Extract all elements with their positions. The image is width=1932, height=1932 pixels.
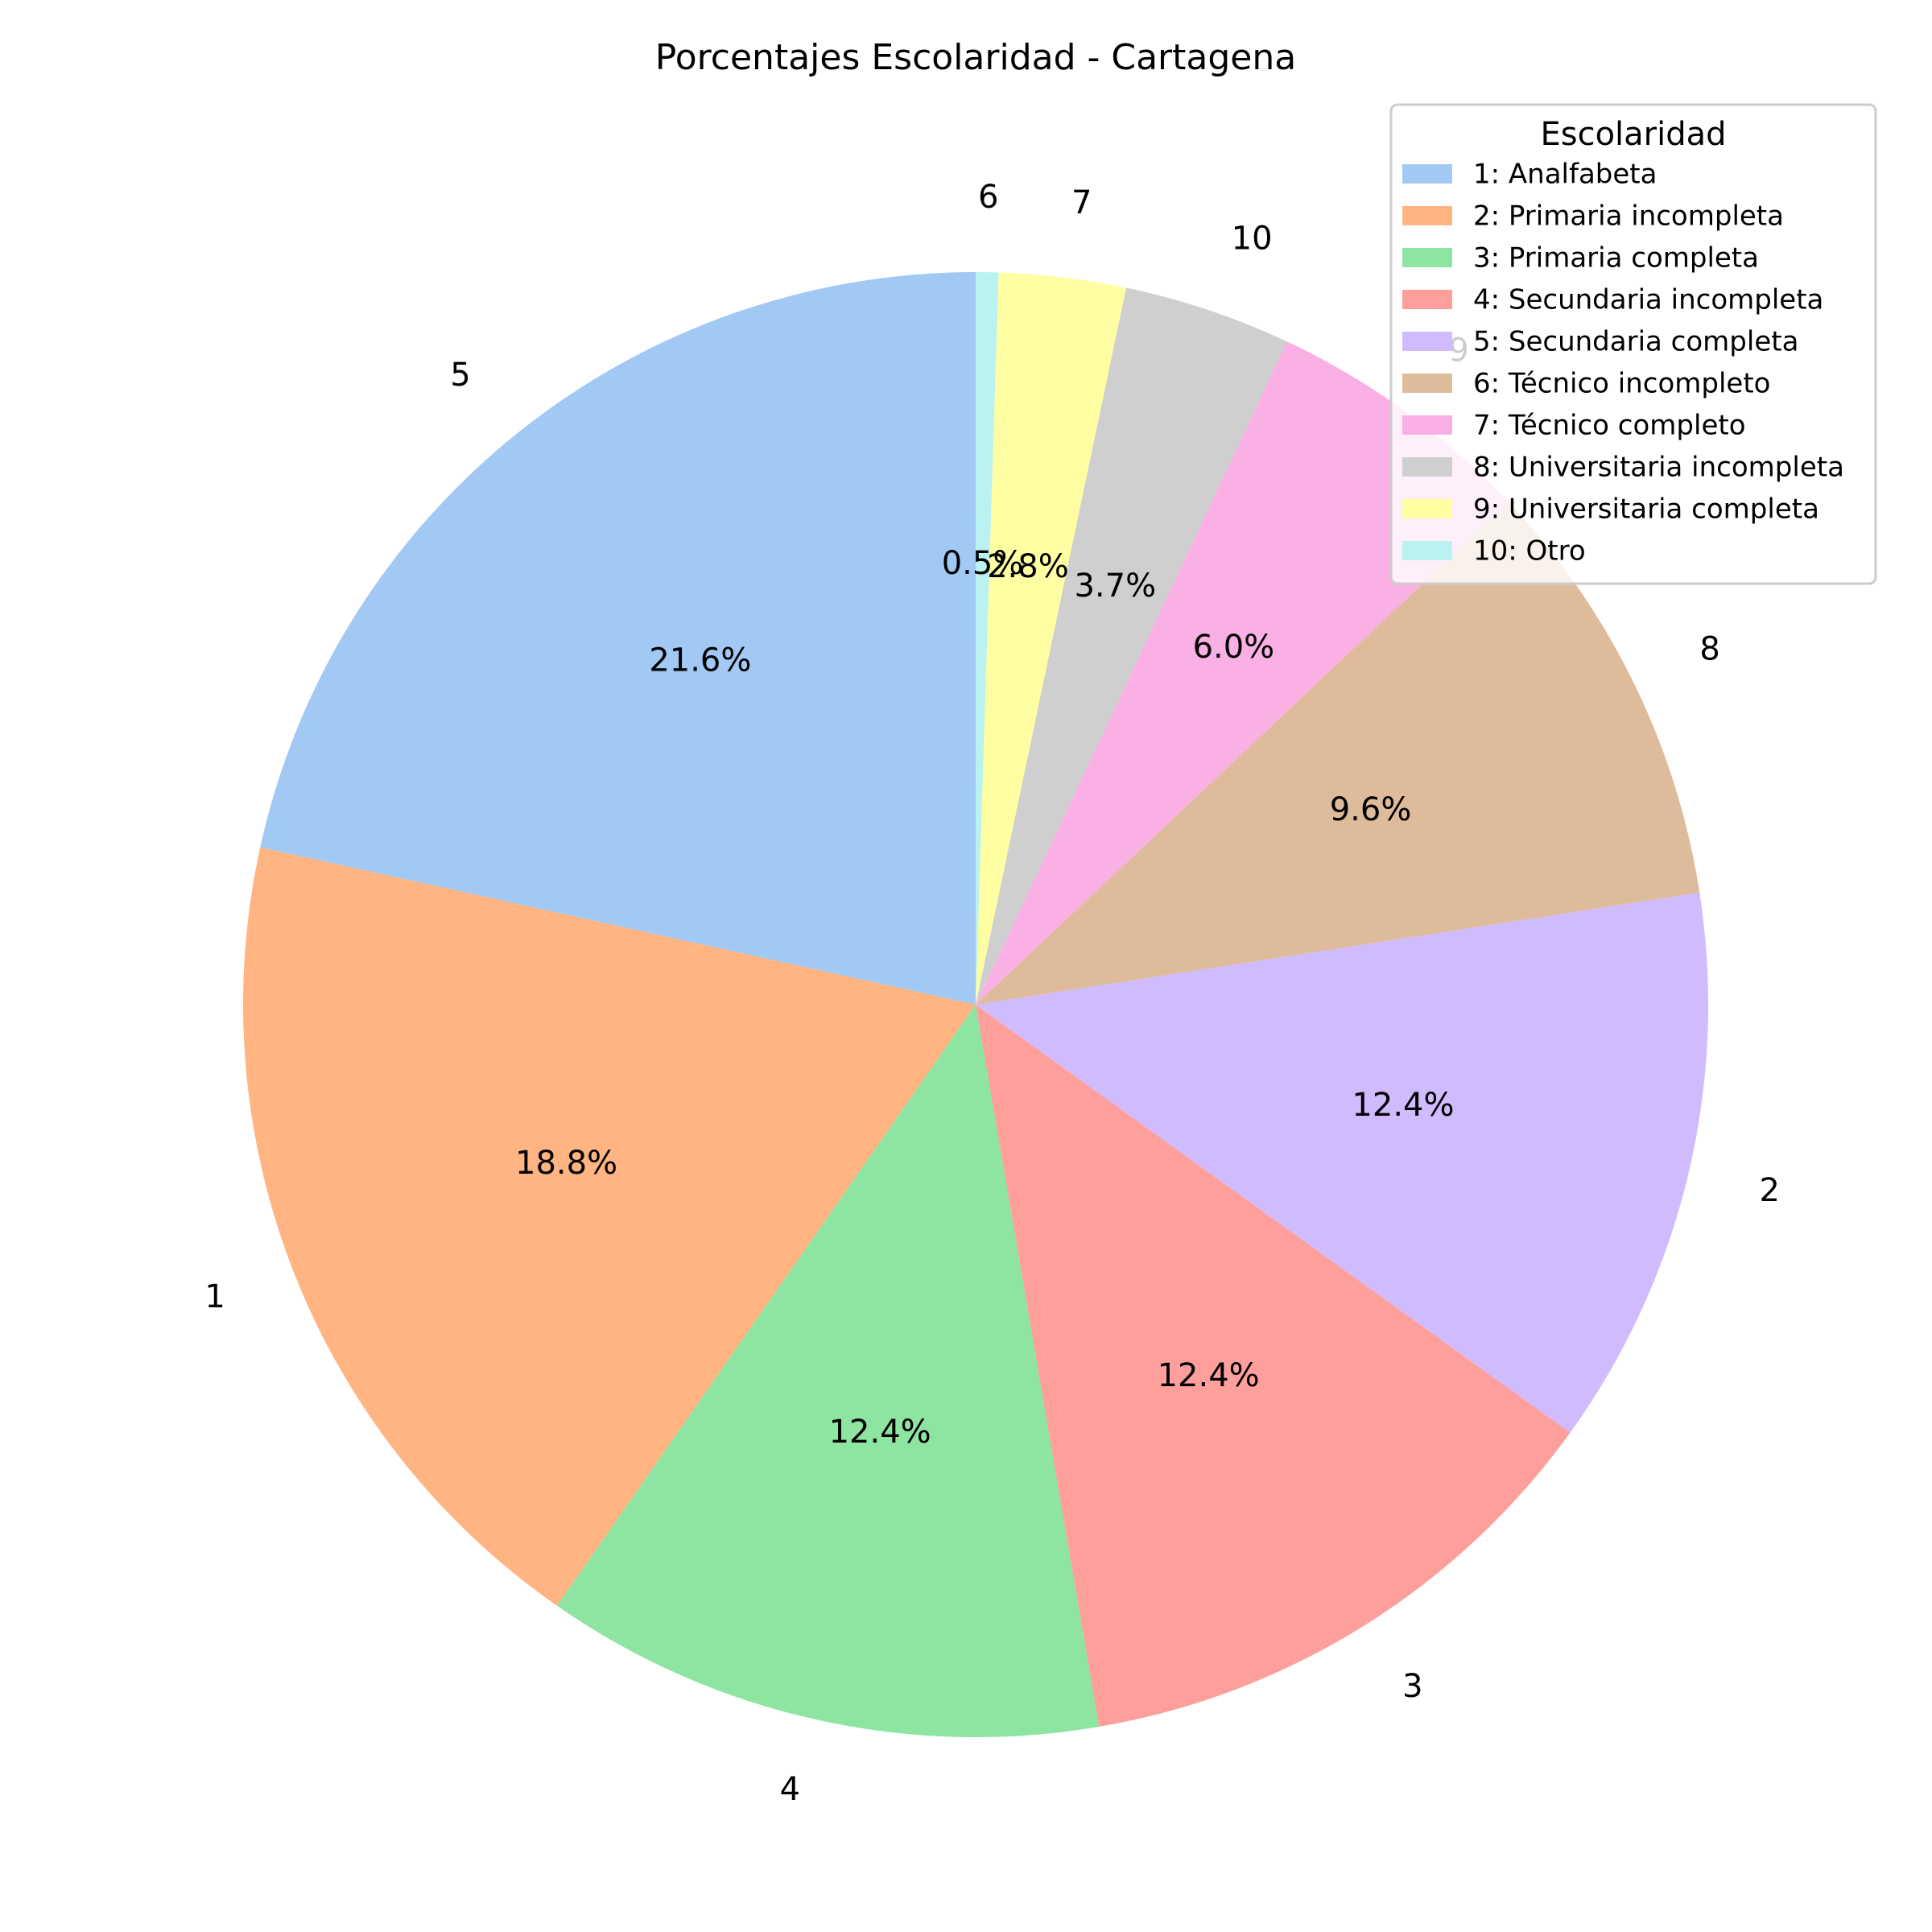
- slice-label-8: 8: [1699, 630, 1719, 667]
- legend-entry-1: 1: Analfabeta: [1473, 159, 1657, 191]
- pie-slice-6: [976, 272, 999, 1005]
- slice-label-4: 4: [780, 1771, 800, 1808]
- legend: Escolaridad 1: Analfabeta 2: Primaria inc…: [1389, 103, 1877, 585]
- slice-label-7: 7: [1071, 184, 1092, 221]
- percent-label-8: 9.6%: [1330, 791, 1412, 828]
- percent-label-4: 12.4%: [829, 1414, 931, 1451]
- percent-label-1: 18.8%: [515, 1145, 617, 1182]
- percent-label-9: 6.0%: [1193, 629, 1275, 666]
- chart-title: Porcentajes Escolaridad - Cartagena: [655, 37, 1296, 78]
- slice-label-2: 2: [1759, 1172, 1779, 1209]
- legend-entry-4: 4: Secundaria incompleta: [1473, 284, 1823, 316]
- legend-swatch-4: [1402, 290, 1452, 309]
- pie-slice-5: [260, 272, 976, 1005]
- percent-label-5: 21.6%: [649, 642, 751, 679]
- pie-slices: [243, 272, 1708, 1737]
- pie-slice-2: [976, 892, 1708, 1433]
- legend-entry-6: 6: Técnico incompleto: [1473, 368, 1770, 400]
- percent-label-3: 12.4%: [1158, 1357, 1260, 1394]
- legend-swatch-10: [1402, 541, 1452, 560]
- legend-entries: 1: Analfabeta 2: Primaria incompleta 3: Pr…: [1402, 159, 1844, 568]
- legend-entry-9: 9: Universitaria completa: [1473, 493, 1819, 526]
- pie-slice-3: [976, 1005, 1571, 1727]
- slice-label-3: 3: [1402, 1668, 1422, 1705]
- pie-slice-8: [976, 502, 1700, 1005]
- percent-label-6: 0.5%: [942, 545, 1024, 582]
- percent-label-2: 12.4%: [1352, 1087, 1454, 1124]
- legend-swatch-6: [1402, 374, 1452, 393]
- legend-swatch-9: [1402, 499, 1452, 518]
- pie-slice-9: [976, 341, 1509, 1005]
- legend-swatch-5: [1402, 332, 1452, 351]
- legend-swatch-3: [1402, 248, 1452, 267]
- pie-slice-7: [976, 272, 1126, 1005]
- percent-labels: 21.6% 18.8% 12.4% 12.4% 12.4% 9.6% 6.0% 3.7%2.8…: [515, 545, 1454, 1451]
- percent-label-7: 2.8%: [987, 548, 1069, 585]
- legend-swatch-2: [1402, 206, 1452, 225]
- legend-entry-8: 8: Universitaria incompleta: [1473, 452, 1844, 484]
- legend-swatch-8: [1402, 457, 1452, 477]
- slice-label-10: 10: [1232, 221, 1273, 258]
- legend-entry-2: 2: Primaria incompleta: [1473, 200, 1784, 233]
- legend-title: Escolaridad: [1540, 116, 1726, 153]
- legend-entry-7: 7: Técnico completo: [1473, 410, 1746, 442]
- pie-slice-4: [556, 1005, 1100, 1737]
- legend-entry-10: 10: Otro: [1473, 535, 1586, 568]
- pie-slice-10: [976, 287, 1287, 1005]
- legend-swatch-7: [1402, 415, 1452, 435]
- slice-label-6: 6: [978, 179, 998, 216]
- pie-slice-1: [243, 847, 976, 1606]
- legend-swatch-1: [1402, 164, 1452, 184]
- slice-label-5: 5: [450, 357, 470, 394]
- legend-entry-3: 3: Primaria completa: [1473, 242, 1759, 275]
- slice-labels: 51432891076: [204, 179, 1779, 1808]
- slice-label-1: 1: [204, 1278, 225, 1315]
- percent-label-10: 3.7%: [1074, 568, 1156, 605]
- legend-box: [1389, 103, 1877, 585]
- legend-entry-5: 5: Secundaria completa: [1473, 326, 1798, 358]
